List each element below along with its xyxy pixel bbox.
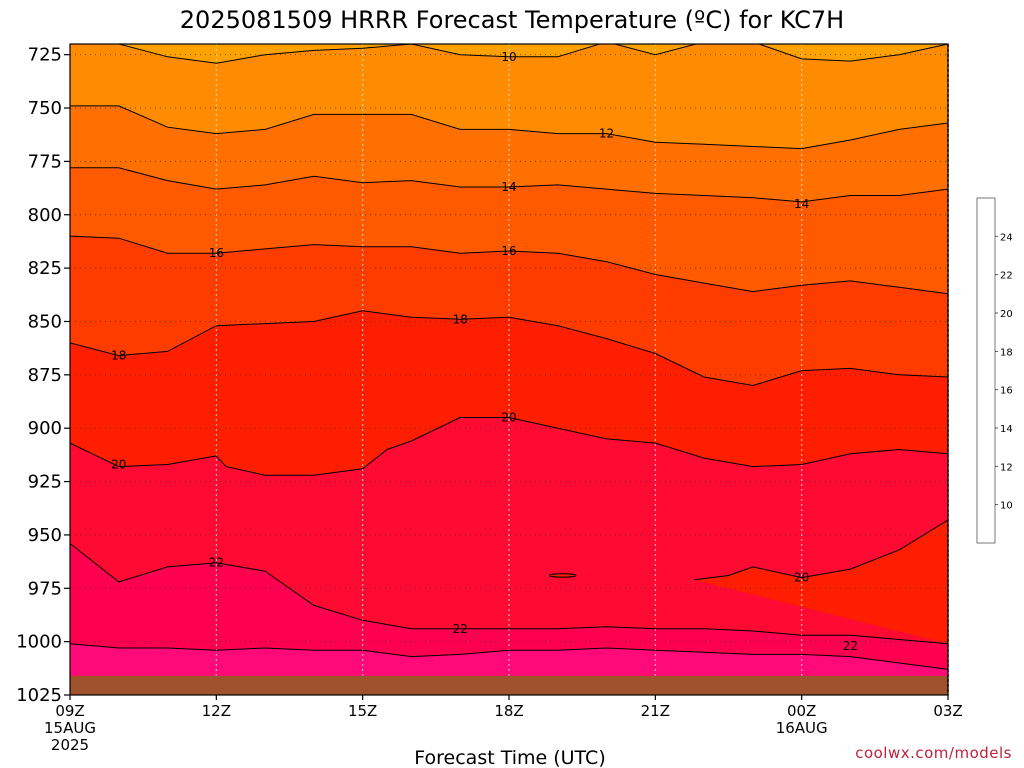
- colorbar-label-22: 22: [1000, 271, 1013, 282]
- contour-lines: [70, 44, 948, 670]
- contour-line-16-3: [70, 235, 948, 295]
- colorbar-label-18: 18: [1000, 347, 1013, 358]
- ground-surface: [70, 675, 948, 695]
- contour-label-14-2-1: 14: [794, 197, 809, 211]
- contour-labels: 10 12 14 14 16 16 18 18 20 20 20 22 22 22: [111, 50, 858, 653]
- xtick-label-3-0: 12Z: [202, 702, 231, 720]
- contour-line-20-5: [70, 417, 948, 476]
- ytick-label-975: 975: [28, 578, 62, 599]
- contour-label-16-3-1: 16: [501, 244, 516, 258]
- blob-outline: [548, 573, 577, 578]
- xtick-label-15-0: 00Z: [787, 702, 816, 720]
- contour-label-22-8-0: 22: [843, 639, 858, 653]
- ytick-label-750: 750: [28, 98, 62, 119]
- contour-line-18-4: [70, 310, 948, 387]
- contour-label-14-2-0: 14: [501, 180, 516, 194]
- contour-label-20-5-0: 20: [111, 457, 126, 471]
- xtick-label-15-1: 16AUG: [776, 719, 828, 737]
- colorbar-label-20: 20: [1000, 309, 1013, 320]
- xtick-label-6-0: 15Z: [348, 702, 377, 720]
- xtick-label-0-2: 2025: [51, 736, 89, 754]
- blob-fill: [549, 573, 576, 578]
- xtick-label-0-0: 09Z: [55, 702, 84, 720]
- colorbar-label-14: 14: [1000, 424, 1013, 435]
- ytick-label-850: 850: [28, 311, 62, 332]
- colorbar-label-16: 16: [1000, 386, 1013, 397]
- chart-title: 2025081509 HRRR Forecast Temperature (ºC…: [180, 6, 844, 34]
- y-axis-ticks: 725 750 775 800 825 850 875 900 925 950 975 1000 102…: [16, 45, 70, 706]
- contour-label-20-6-0: 20: [794, 571, 809, 585]
- colorbar: 10 12 14 16 18 20 22 24: [976, 197, 1013, 544]
- contour-line-14-2: [70, 167, 948, 203]
- contour-label-12-1-0: 12: [599, 127, 614, 141]
- contour-label-16-3-0: 16: [209, 246, 224, 260]
- xtick-label-0-1: 15AUG: [44, 719, 96, 737]
- ytick-label-900: 900: [28, 418, 62, 439]
- xtick-label-18-0: 03Z: [933, 702, 962, 720]
- contour-label-20-5-1: 20: [501, 411, 516, 425]
- ytick-label-950: 950: [28, 525, 62, 546]
- xtick-label-9-0: 18Z: [494, 702, 523, 720]
- ytick-label-775: 775: [28, 151, 62, 172]
- ytick-label-1025: 1025: [16, 685, 62, 706]
- band-pocket-18: [694, 520, 948, 644]
- ytick-label-725: 725: [28, 45, 62, 66]
- contour-label-10-0-0: 10: [501, 50, 516, 64]
- ground-rect: [70, 675, 948, 695]
- colorbar-label-12: 12: [1000, 462, 1013, 473]
- xtick-label-12-0: 21Z: [641, 702, 670, 720]
- colorbar-border: [976, 197, 996, 544]
- contour-line-12-1: [70, 105, 948, 150]
- ytick-label-825: 825: [28, 258, 62, 279]
- contour-line-20-6: [694, 519, 948, 581]
- ytick-label-1000: 1000: [16, 632, 62, 653]
- contour-line-22-7: [70, 543, 948, 645]
- contour-label-18-4-1: 18: [453, 312, 468, 326]
- colorbar-label-24: 24: [1000, 232, 1013, 243]
- ytick-label-875: 875: [28, 365, 62, 386]
- colorbar-label-10: 10: [1000, 501, 1013, 512]
- contour-label-22-7-1: 22: [453, 622, 468, 636]
- contour-label-18-4-0: 18: [111, 349, 126, 363]
- contour-label-22-7-0: 22: [209, 556, 224, 570]
- contour-line-10-0: [107, 44, 948, 64]
- site-credit: coolwx.com/models: [855, 744, 1012, 762]
- ytick-label-925: 925: [28, 472, 62, 493]
- x-axis-label: Forecast Time (UTC): [414, 747, 605, 768]
- ytick-label-800: 800: [28, 205, 62, 226]
- contour-line-22-8: [70, 643, 948, 670]
